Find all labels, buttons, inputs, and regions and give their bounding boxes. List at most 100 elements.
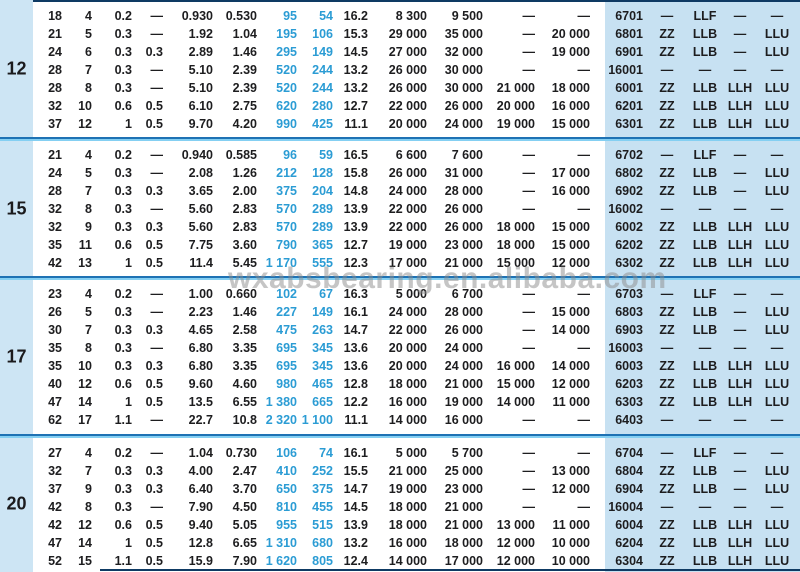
value-col-3: 1: [125, 536, 132, 550]
label-column-spacer: [0, 7, 33, 25]
value-col-9: 13.6: [343, 341, 368, 355]
value-col-7: 570: [276, 220, 297, 234]
value-col-13: 11 000: [552, 518, 590, 532]
table-row: 27 4 0.2 — 1.04 0.730 106 74 16.1 5 000 5 700 — — 670…: [0, 444, 800, 462]
value-col-11: 26 000: [444, 202, 483, 216]
bearing-number: 6902: [615, 184, 643, 198]
value-col-8: 244: [312, 81, 333, 95]
value-col-11: 21 000: [444, 256, 483, 270]
value-col-11: 21 000: [444, 518, 483, 532]
value-col-13: 15 000: [551, 238, 590, 252]
group-rows: 27 4 0.2 — 1.04 0.730 106 74 16.1 5 000 5 700 — — 670…: [0, 438, 800, 570]
value-col-12: —: [522, 45, 536, 59]
label-column-spacer: [0, 303, 33, 321]
value-col-2: 7: [85, 63, 92, 77]
value-col-9: 16.1: [343, 305, 368, 319]
value-col-13: 16 000: [551, 99, 590, 113]
suffix-llb: LLB: [692, 554, 718, 568]
value-col-9: 12.8: [343, 377, 368, 391]
value-col-6: 0.730: [225, 446, 257, 460]
value-col-5: 1.04: [188, 446, 213, 460]
value-col-3: 1.1: [114, 413, 132, 427]
value-col-2: 10: [78, 359, 92, 373]
value-col-6: 4.60: [232, 377, 257, 391]
value-col-6: 1.26: [232, 166, 257, 180]
suffix-llb: LLB: [692, 184, 718, 198]
value-col-2: 14: [78, 536, 92, 550]
table-row: 21 4 0.2 — 0.940 0.585 96 59 16.5 6 600 7 600 — — 670…: [0, 146, 800, 164]
value-col-8: 515: [312, 518, 333, 532]
suffix-llb: LLB: [692, 45, 718, 59]
value-col-8: 149: [312, 305, 333, 319]
value-col-11: 7 600: [451, 148, 483, 162]
bottom-border-line: [100, 569, 800, 571]
value-col-3: 0.3: [114, 81, 132, 95]
group-bore-label: 15: [6, 198, 27, 218]
value-col-11: 5 700: [451, 446, 483, 460]
value-col-7: 212: [276, 166, 297, 180]
value-col-10: 27 000: [388, 45, 427, 59]
table-row: 40 12 0.6 0.5 9.60 4.60 980 465 12.8 18 000 21 000…: [0, 375, 800, 393]
value-col-1: 32: [48, 464, 62, 478]
suffix-llh: —: [733, 305, 747, 319]
value-col-1: 18: [48, 9, 62, 23]
value-col-12: 16 000: [496, 359, 535, 373]
value-col-4: 0.3: [145, 482, 163, 496]
value-col-3: 0.6: [114, 99, 132, 113]
suffix-llh: LLH: [727, 518, 753, 532]
value-col-7: 475: [276, 323, 297, 337]
value-col-13: —: [577, 148, 591, 162]
suffix-zz: ZZ: [659, 323, 675, 337]
label-column-spacer: [0, 375, 33, 393]
bearing-number: 6704: [615, 446, 643, 460]
bearing-number: 6904: [615, 482, 643, 496]
label-column-spacer: [0, 534, 33, 552]
bearing-number: 6804: [615, 464, 643, 478]
value-col-9: 13.6: [343, 359, 368, 373]
label-column-spacer: [0, 25, 33, 43]
value-col-3: 0.2: [114, 446, 132, 460]
value-col-6: 4.50: [232, 500, 257, 514]
suffix-llh: —: [733, 63, 747, 77]
value-col-13: 18 000: [551, 81, 590, 95]
group-rows: 21 4 0.2—0.940 0.585 96 59 16.5 6 600 7 600— —670…: [0, 141, 800, 276]
value-col-8: 263: [312, 323, 333, 337]
value-col-7: 295: [276, 45, 297, 59]
bearing-number: 6201: [615, 99, 643, 113]
suffix-zz: ZZ: [659, 395, 675, 409]
value-col-6: 5.05: [232, 518, 257, 532]
suffix-llu: LLU: [764, 220, 790, 234]
value-col-1: 37: [48, 482, 62, 496]
value-col-12: 12 000: [496, 554, 535, 568]
group-divider-line: [0, 434, 800, 438]
label-column-spacer: [0, 79, 33, 97]
bearing-number: 6301: [615, 117, 643, 131]
value-col-7: 520: [276, 81, 297, 95]
value-col-4: 0.3: [145, 464, 163, 478]
table-row: 24 5 0.3 — 2.08 1.26 212 128 15.8 26 000 31 000 — 17…: [0, 164, 800, 182]
value-col-10: 18 000: [388, 500, 427, 514]
suffix-llu: —: [770, 63, 784, 77]
value-col-5: 11.4: [189, 256, 213, 270]
value-col-12: 14 000: [496, 395, 535, 409]
value-col-12: —: [522, 166, 536, 180]
value-col-12: 15 000: [496, 377, 535, 391]
suffix-llb: LLB: [692, 377, 718, 391]
value-col-5: 13.5: [188, 395, 213, 409]
value-col-2: 13: [78, 256, 92, 270]
value-col-8: 375: [312, 482, 333, 496]
suffix-llb: —: [698, 341, 712, 355]
value-col-3: 1: [125, 395, 132, 409]
value-col-9: 16.1: [343, 446, 368, 460]
suffix-zz: ZZ: [659, 81, 675, 95]
watermark-text: wxabsbearing.en.alibaba.com: [228, 262, 667, 295]
label-column-spacer: [0, 164, 33, 182]
value-col-3: 0.3: [114, 184, 132, 198]
value-col-11: 23 000: [444, 238, 483, 252]
value-col-9: 13.2: [343, 81, 368, 95]
label-column-spacer: [0, 444, 33, 462]
value-col-11: 24 000: [444, 359, 483, 373]
suffix-llh: LLH: [727, 395, 753, 409]
value-col-8: 54: [319, 9, 333, 23]
